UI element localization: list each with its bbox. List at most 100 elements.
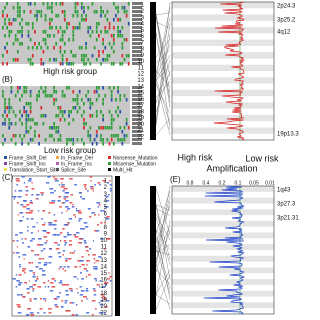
mutation-cell xyxy=(115,14,117,18)
mutation-cell xyxy=(119,18,122,22)
cnv-cell xyxy=(30,200,33,202)
mutation-cell xyxy=(59,50,62,54)
mutation-cell xyxy=(68,38,70,42)
cnv-cell xyxy=(74,250,76,252)
cnv-cell xyxy=(93,258,96,260)
cnv-cell xyxy=(99,304,103,306)
mutation-cell xyxy=(25,126,28,130)
cnv-cell xyxy=(21,176,25,178)
cnv-cell xyxy=(83,184,87,186)
cnv-cell xyxy=(105,200,110,202)
mutation-cell xyxy=(40,106,43,110)
cnv-cell xyxy=(15,252,20,254)
cnv-cell xyxy=(59,206,62,208)
cnv-cell xyxy=(46,232,50,234)
cnv-cell xyxy=(48,256,53,258)
mutation-cell xyxy=(34,42,36,46)
cnv-cell xyxy=(37,230,39,232)
mutation-cell xyxy=(4,110,6,114)
cnv-cell xyxy=(32,226,36,228)
mutation-cell xyxy=(102,38,104,42)
mutation-cell xyxy=(72,34,75,38)
mutation-cell xyxy=(34,30,36,34)
gene-mark xyxy=(132,26,142,29)
mutation-cell xyxy=(21,26,23,30)
mutation-cell xyxy=(40,86,43,90)
mutation-cell xyxy=(74,2,77,6)
cnv-cell xyxy=(83,222,88,224)
mutation-cell xyxy=(63,110,66,114)
mutation-cell xyxy=(55,130,58,134)
gene-mark xyxy=(132,50,142,53)
mutation-cell xyxy=(121,62,124,66)
mutation-cell xyxy=(16,90,19,94)
cnv-cell xyxy=(16,180,20,182)
cnv-cell xyxy=(67,222,70,224)
cnv-cell xyxy=(66,310,71,312)
cnv-cell xyxy=(109,188,112,190)
cnv-cell xyxy=(44,286,47,288)
connector xyxy=(155,217,171,265)
mutation-cell xyxy=(100,126,102,130)
chromosome-label: 22 xyxy=(100,311,107,317)
mutation-cell xyxy=(10,22,13,26)
plot-frame xyxy=(171,185,275,315)
mutation-cell xyxy=(44,42,47,46)
cnv-cell xyxy=(32,250,34,252)
mutation-cell xyxy=(19,14,21,18)
cnv-cell xyxy=(109,184,113,186)
cnv-cell xyxy=(105,196,109,198)
mutation-cell xyxy=(121,6,124,10)
mutation-cell xyxy=(78,90,81,94)
mutation-cell xyxy=(23,10,26,14)
mutation-cell xyxy=(110,122,113,126)
mutation-cell xyxy=(98,50,100,54)
cnv-cell xyxy=(15,178,20,180)
legend-swatch xyxy=(108,156,111,159)
mutation-cell xyxy=(38,134,40,138)
mutation-cell xyxy=(112,2,115,6)
mutation-cell xyxy=(61,2,64,6)
cnv-cell xyxy=(49,202,53,204)
chromosome-label: 12 xyxy=(100,251,107,257)
chromosome-label: 20 xyxy=(137,122,144,128)
mutation-cell xyxy=(61,54,64,58)
mutation-cell xyxy=(66,62,68,66)
cnv-cell xyxy=(109,280,112,282)
cnv-cell xyxy=(104,180,106,182)
cnv-cell xyxy=(93,294,97,296)
mutation-cell xyxy=(4,106,6,110)
cnv-cell xyxy=(40,298,43,300)
mutation-cell xyxy=(104,30,107,34)
mutation-cell xyxy=(38,142,40,146)
cnv-cell xyxy=(47,286,50,288)
cnv-cell xyxy=(74,184,77,186)
cnv-cell xyxy=(42,298,47,300)
cnv-cell xyxy=(71,302,75,304)
mutation-cell xyxy=(83,118,85,122)
band xyxy=(172,64,274,71)
band xyxy=(172,102,274,109)
axis-tick-label: 0.2 xyxy=(219,180,226,186)
mutation-cell xyxy=(104,58,107,62)
cnv-cell xyxy=(12,196,17,198)
gene-mark xyxy=(132,6,142,9)
mutation-cell xyxy=(110,62,113,66)
cnv-cell xyxy=(40,250,44,252)
cnv-cell xyxy=(96,284,100,286)
mutation-cell xyxy=(87,6,90,10)
cnv-cell xyxy=(29,270,33,272)
mutation-cell xyxy=(10,90,13,94)
cnv-cell xyxy=(64,270,67,272)
cnv-cell xyxy=(25,314,30,316)
mutation-cell xyxy=(14,18,17,22)
cnv-cell xyxy=(19,220,22,222)
cnv-cell xyxy=(21,242,24,244)
cnv-cell xyxy=(35,198,38,200)
cnv-cell xyxy=(38,210,40,212)
mutation-cell xyxy=(102,126,104,130)
mutation-cell xyxy=(29,58,32,62)
mutation-cell xyxy=(44,38,47,42)
cnv-cell xyxy=(24,282,28,284)
cnv-cell xyxy=(15,286,18,288)
